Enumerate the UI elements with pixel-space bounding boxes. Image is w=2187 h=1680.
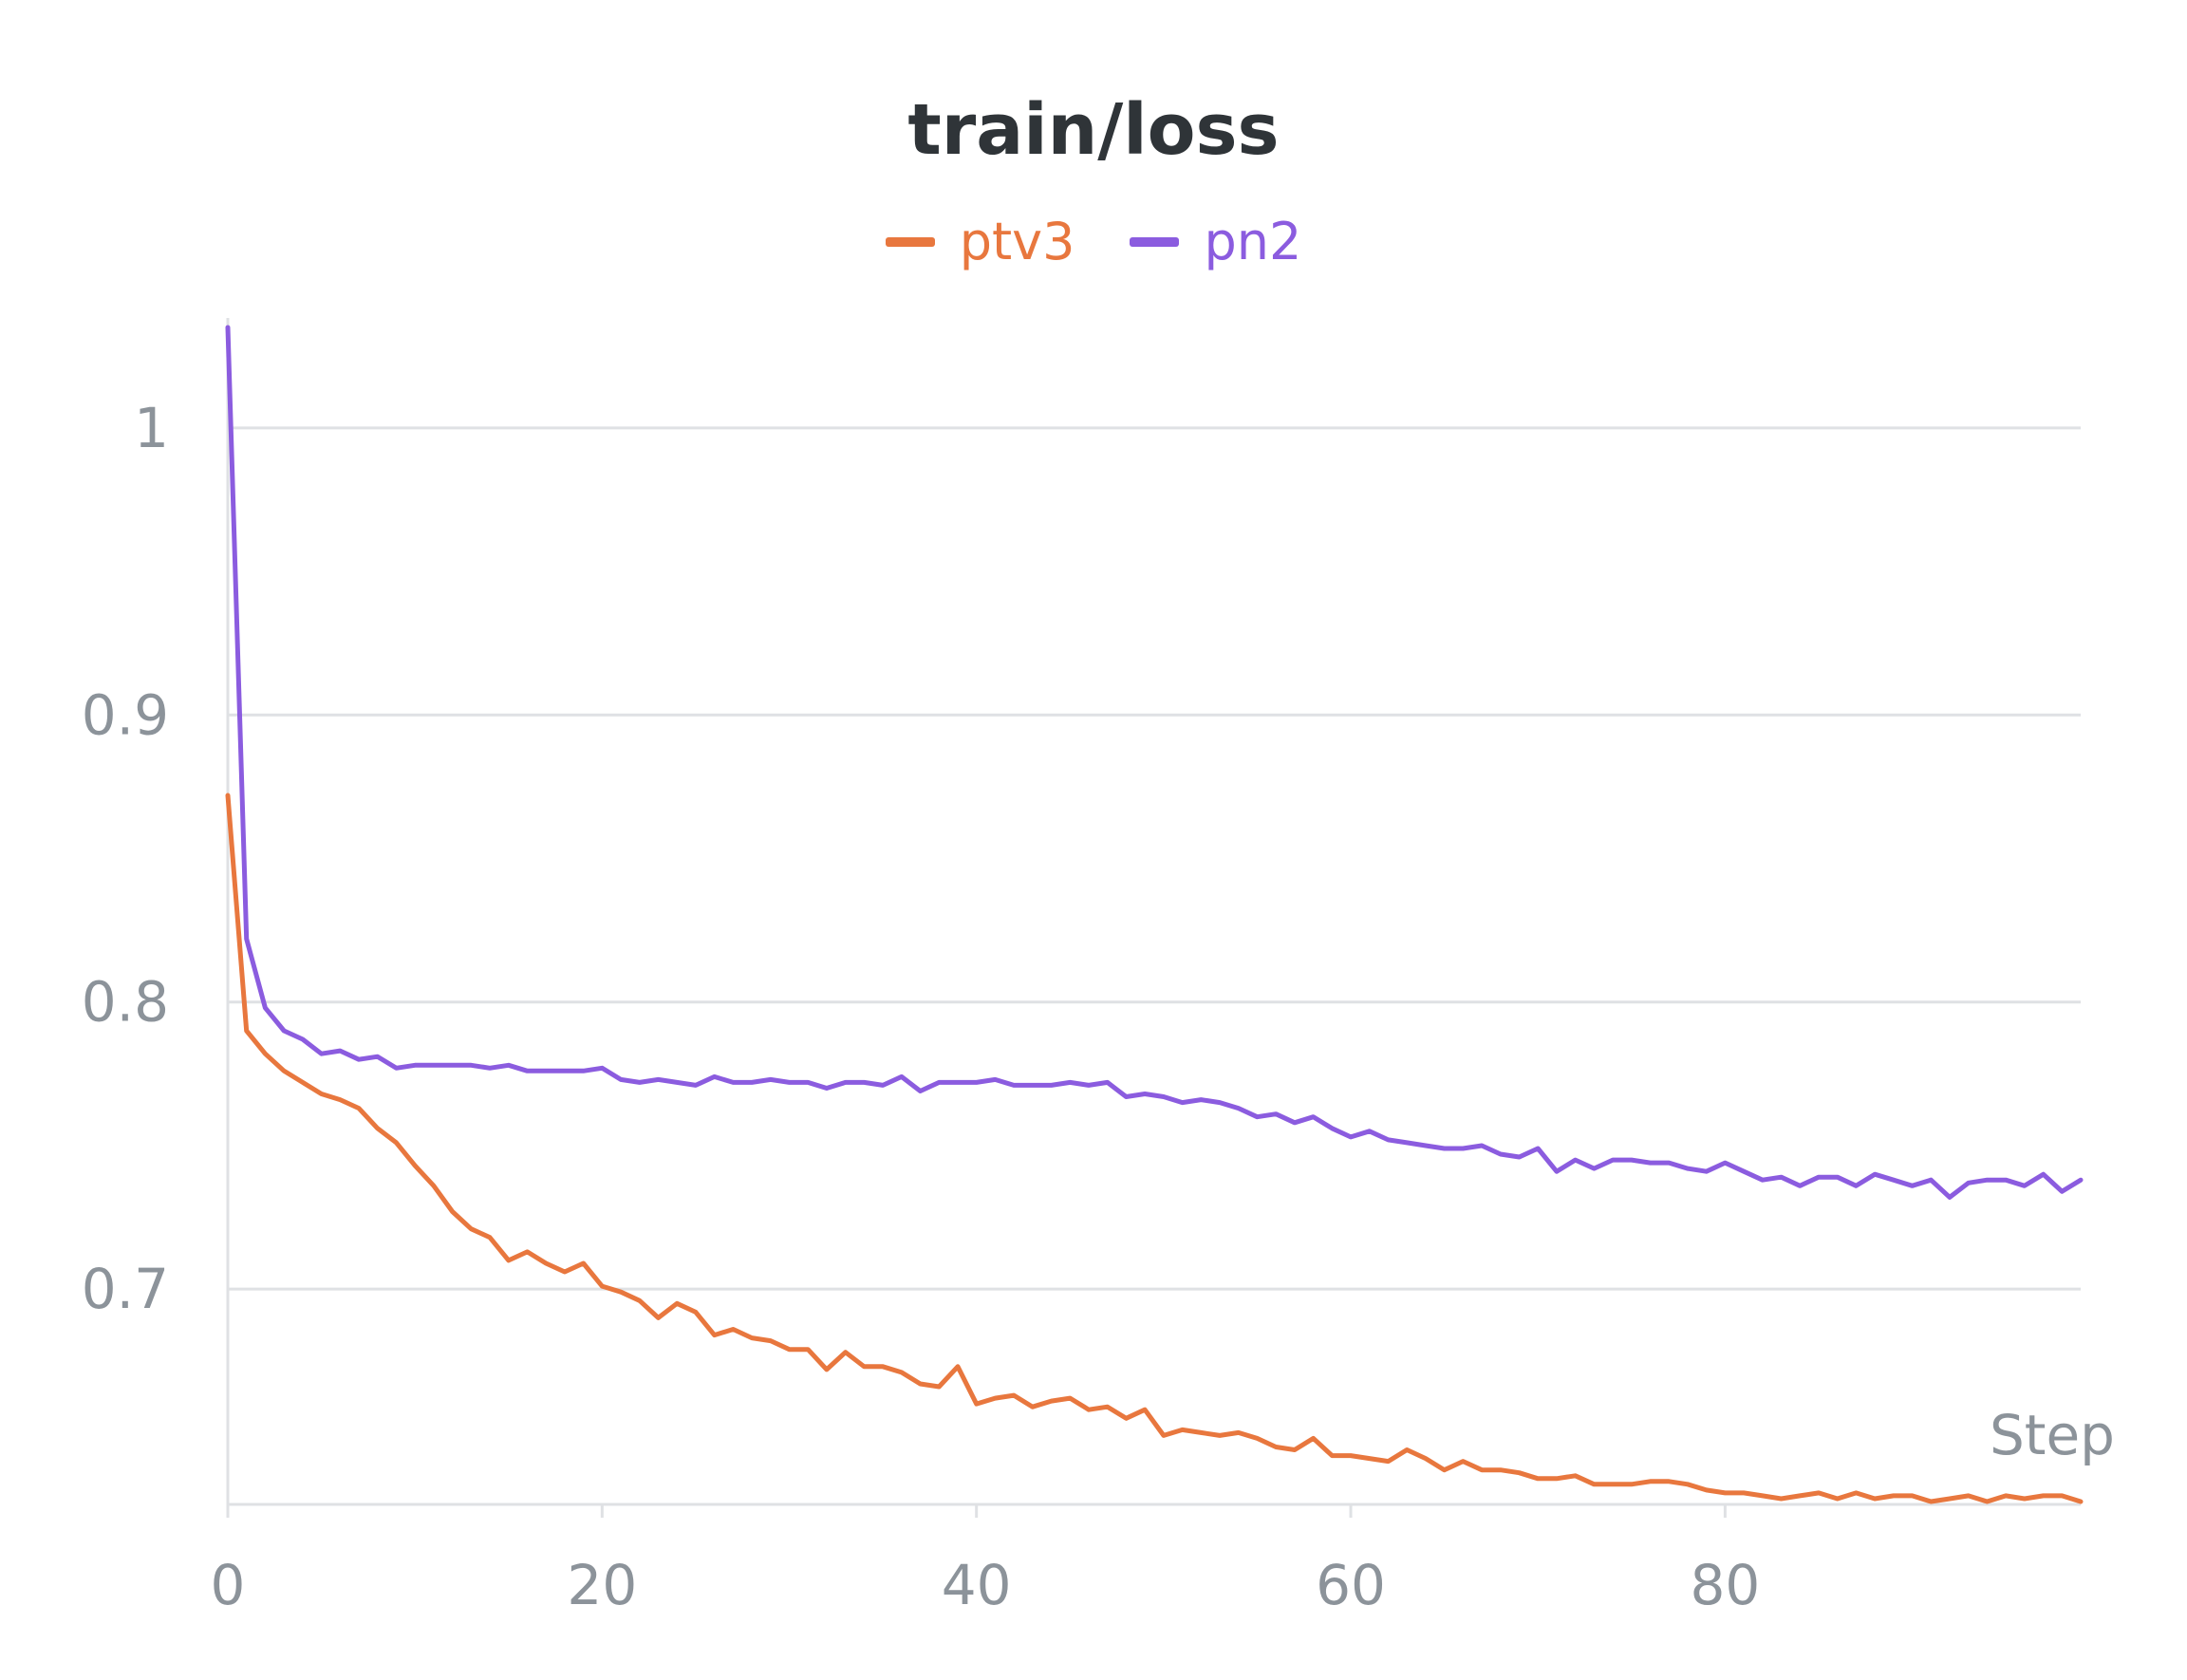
series-line-ptv3 bbox=[225, 793, 2084, 1504]
gridlines bbox=[228, 426, 2081, 1291]
legend-swatch-ptv3 bbox=[885, 237, 935, 247]
y-tick-label: 0.8 bbox=[82, 970, 169, 1035]
y-tick-label: 0.7 bbox=[82, 1257, 169, 1321]
legend-label-pn2: pn2 bbox=[1204, 212, 1302, 271]
tick-labels: 0.7 0.8 0.9 1 0 20 40 60 80 bbox=[82, 396, 1761, 1617]
legend-item-ptv3[interactable]: ptv3 bbox=[885, 212, 1075, 271]
x-axis-label: Step bbox=[1990, 1403, 2115, 1467]
series-layer bbox=[225, 325, 2084, 1504]
legend-item-pn2[interactable]: pn2 bbox=[1130, 216, 1301, 268]
axes bbox=[226, 318, 2081, 1518]
x-tick-label: 20 bbox=[567, 1553, 637, 1617]
x-tick-label: 60 bbox=[1316, 1553, 1386, 1617]
legend-swatch-pn2 bbox=[1130, 237, 1180, 247]
x-tick-label: 0 bbox=[211, 1553, 246, 1617]
x-tick-label: 80 bbox=[1690, 1553, 1760, 1617]
x-tick-label: 40 bbox=[942, 1553, 1012, 1617]
legend-label-ptv3: ptv3 bbox=[959, 212, 1075, 271]
series-line-pn2 bbox=[225, 325, 2084, 1200]
y-tick-label: 1 bbox=[134, 396, 169, 460]
chart-title: train/loss bbox=[907, 89, 1280, 171]
y-tick-label: 0.9 bbox=[82, 682, 169, 747]
legend: ptv3 pn2 bbox=[0, 216, 2187, 268]
